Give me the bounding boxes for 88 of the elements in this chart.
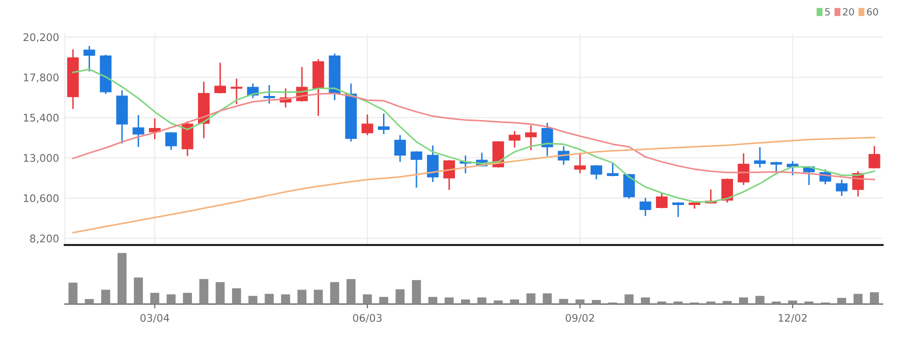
legend-label: 20 (842, 8, 854, 16)
bar (264, 294, 274, 304)
candlestick (574, 152, 586, 174)
bar (68, 282, 78, 304)
bar (510, 299, 520, 304)
bar (542, 293, 552, 304)
bar (346, 279, 356, 304)
candlestick (426, 146, 439, 182)
bar (84, 298, 94, 304)
candlestick (132, 115, 144, 147)
y-tick-label: 8,200 (30, 234, 59, 244)
candlestick (394, 135, 406, 162)
candlestick (640, 198, 652, 216)
candlestick (443, 160, 455, 190)
bar (804, 301, 814, 304)
bar (101, 290, 110, 304)
bar (134, 278, 143, 304)
line-series (72, 136, 876, 234)
candlestick (868, 146, 880, 169)
bar (330, 282, 340, 304)
bar (526, 293, 536, 304)
legend-label: 60 (866, 8, 878, 16)
candlestick (263, 85, 276, 104)
candlestick (738, 153, 750, 185)
bar (772, 301, 781, 304)
bar (592, 300, 601, 304)
y-tick-label: 17,800 (24, 73, 59, 82)
candlestick (214, 62, 226, 94)
bar (118, 253, 127, 304)
bar (559, 298, 568, 304)
bar (412, 280, 421, 304)
x-tick-label: 09/02 (566, 314, 594, 323)
candlestick (230, 78, 242, 104)
bar (248, 296, 258, 304)
bar (182, 292, 192, 304)
bar (232, 288, 242, 304)
bar (657, 301, 666, 304)
bar (444, 297, 454, 304)
y-tick-label: 15,400 (24, 114, 59, 123)
candlestick (590, 165, 602, 180)
bar (297, 290, 306, 304)
bar (624, 294, 634, 304)
y-tick-label: 13,000 (24, 154, 59, 163)
bar (722, 300, 732, 304)
candlestick (606, 162, 619, 176)
bar (755, 296, 764, 304)
candlestick (672, 202, 684, 218)
bar (150, 292, 160, 304)
bar (837, 298, 846, 304)
bar (199, 279, 208, 304)
candlestick (541, 122, 554, 156)
candlestick (836, 180, 848, 196)
candlestick (362, 114, 374, 136)
bar (870, 292, 879, 304)
bar (396, 289, 405, 304)
candlestick (770, 162, 782, 174)
x-tick-label: 06/03 (353, 314, 382, 323)
bar (494, 300, 503, 304)
bar (706, 301, 716, 304)
candlestick (165, 132, 177, 150)
bar (314, 290, 323, 304)
x-tick-label: 03/04 (140, 314, 170, 323)
bar (216, 282, 225, 304)
candlestick (410, 151, 422, 188)
y-tick-label: 10,600 (24, 194, 59, 204)
bar (281, 294, 290, 304)
bar (166, 294, 176, 304)
legend-label: 5 (825, 8, 830, 16)
bar (428, 296, 438, 304)
bar (461, 299, 470, 304)
bar (739, 297, 748, 304)
candlestick (525, 125, 537, 150)
candlestick (656, 192, 668, 208)
y-tick-label: 20,200 (24, 33, 59, 42)
candlestick (378, 114, 390, 134)
bar (362, 294, 372, 304)
candlestick (508, 131, 520, 148)
bar (854, 294, 863, 304)
bar (379, 296, 388, 304)
bar (477, 297, 486, 304)
candlestick (721, 178, 734, 203)
candlestick (754, 147, 766, 168)
bar (674, 301, 683, 304)
bar (640, 297, 650, 304)
candlestick (84, 46, 96, 72)
x-tick-label: 12/02 (778, 314, 807, 323)
bar (575, 299, 584, 304)
bar (788, 300, 798, 304)
